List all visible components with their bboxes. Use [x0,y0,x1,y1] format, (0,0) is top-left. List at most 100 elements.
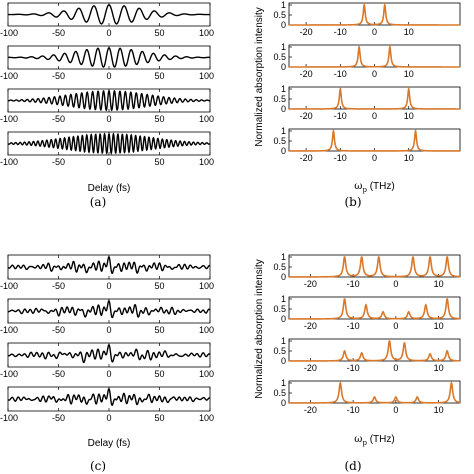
c-xtick-label-3-2: 0 [106,369,111,379]
b-xlabel-sub: p [362,186,367,194]
b-ytick-label-2-1: 0.5 [273,52,286,62]
b-xtick-label-1-1: -10 [334,27,347,37]
d-frame-4 [288,380,461,404]
d-spectrum-1 [289,256,461,278]
a-xtick-label-2-3: 50 [154,71,164,81]
b-ytick-label-3-1: 0.5 [273,94,286,104]
c-xtick-label-3-3: 50 [154,369,164,379]
c-trace-3 [7,344,211,364]
b-xtick-label-1-2: 0 [372,27,377,37]
d-xtick-label-3-2: 0 [393,363,398,373]
a-xtick-label-3-1: -50 [52,114,65,124]
b-ytick-label-1-0: 0 [281,20,286,30]
b-ytick-label-1-2: 1 [281,0,286,10]
a-xtick-label-2-0: -100 [0,71,18,81]
d-ytick-label-2-0: 0 [281,314,286,324]
d-xtick-label-3-1: -10 [347,363,360,373]
d-xtick-label-4-3: 10 [434,405,444,415]
a-xtick-label-3-0: -100 [0,114,18,124]
panel-label-b: (b) [344,195,361,209]
a-xtick-label-3-4: 100 [199,114,214,124]
b-spectrum-1 [289,2,460,26]
a-xtick-label-4-1: -50 [52,157,65,167]
d-xlabel-unit: (THz) [367,434,395,445]
a-xtick-label-3-2: 0 [106,114,111,124]
a-xtick-label-4-3: 50 [154,157,164,167]
d-xtick-label-3-0: -20 [304,363,317,373]
c-xtick-label-3-4: 100 [199,369,214,379]
d-ytick-label-1-2: 1 [281,252,286,262]
a-xtick-label-4-0: -100 [0,157,18,167]
b-ytick-label-4-2: 1 [281,126,286,136]
d-xtick-label-4-0: -20 [304,405,317,415]
b-xlabel: ωp (THz) [354,181,394,194]
b-frame-4 [288,128,461,152]
a-xtick-label-1-4: 100 [199,28,214,38]
a-xtick-label-1-2: 0 [106,28,111,38]
b-spectrum-2 [289,44,460,68]
d-ytick-label-3-1: 0.5 [273,346,286,356]
c-xtick-label-4-0: -100 [0,413,18,423]
a-xtick-label-1-0: -100 [0,28,18,38]
d-xtick-label-2-3: 10 [434,321,444,331]
panel-c: -100 -50 0 50 100 -100 -50 0 50 100 -100 -50 0 50 100 -… [0,254,214,449]
b-spectrum-4 [289,128,460,152]
b-xtick-label-4-3: 10 [404,153,414,163]
d-ytick-label-1-0: 0 [281,272,286,282]
d-xtick-label-2-2: 0 [393,321,398,331]
d-xtick-label-1-1: -10 [347,279,360,289]
b-ytick-label-4-1: 0.5 [273,136,286,146]
b-xlabel-unit: (THz) [367,181,395,192]
b-xtick-label-2-1: -10 [334,69,347,79]
c-xtick-label-1-0: -100 [0,281,18,291]
c-trace-1 [7,256,211,275]
a-xtick-label-4-4: 100 [199,157,214,167]
c-xtick-label-1-1: -50 [52,281,65,291]
b-xtick-label-3-2: 0 [372,111,377,121]
c-xtick-label-4-2: 0 [106,413,111,423]
d-frame-3 [288,338,461,362]
b-frame-1 [288,2,461,26]
panel-label-a: (a) [90,195,107,209]
d-ytick-label-4-0: 0 [281,398,286,408]
b-xlabel-symbol: ω [354,181,362,192]
d-ytick-label-4-2: 1 [281,378,286,388]
d-xlabel: ωp (THz) [354,434,394,447]
d-xtick-label-4-2: 0 [393,405,398,415]
d-xtick-label-4-1: -10 [347,405,360,415]
b-frame-3 [288,86,461,110]
d-xtick-label-1-3: 10 [434,279,444,289]
d-ytick-label-4-1: 0.5 [273,388,286,398]
c-trace-4 [7,388,211,407]
b-ytick-label-4-0: 0 [281,146,286,156]
d-frame-1 [288,254,461,278]
c-xtick-label-3-0: -100 [0,369,18,379]
c-xtick-label-1-2: 0 [106,281,111,291]
panel-a: -100 -50 0 50 100 -100 -50 0 50 100 -100 -50 0 50 100 -… [0,2,214,194]
a-trace-1 [7,4,211,25]
b-xtick-label-3-3: 10 [404,111,414,121]
d-xtick-label-2-0: -20 [304,321,317,331]
b-xtick-label-4-2: 0 [372,153,377,163]
c-xtick-label-4-1: -50 [52,413,65,423]
d-ylabel: Normalized absorption intensity [254,259,265,399]
b-ylabel: Normalized absorption intensity [254,7,265,147]
c-xtick-label-3-1: -50 [52,369,65,379]
c-xtick-label-2-1: -50 [52,325,65,335]
d-spectrum-2 [289,298,461,320]
panel-label-d: (d) [344,459,361,473]
a-trace-4 [7,132,211,155]
b-ytick-label-3-2: 1 [281,84,286,94]
d-frame-2 [288,296,461,320]
b-xtick-label-2-2: 0 [372,69,377,79]
a-xtick-label-2-4: 100 [199,71,214,81]
b-frame-2 [288,44,461,68]
d-ytick-label-2-2: 1 [281,294,286,304]
b-xtick-label-4-1: -10 [334,153,347,163]
d-ytick-label-3-0: 0 [281,356,286,366]
d-xlabel-symbol: ω [354,434,362,445]
a-xtick-label-4-2: 0 [106,157,111,167]
a-xlabel: Delay (fs) [88,183,131,194]
